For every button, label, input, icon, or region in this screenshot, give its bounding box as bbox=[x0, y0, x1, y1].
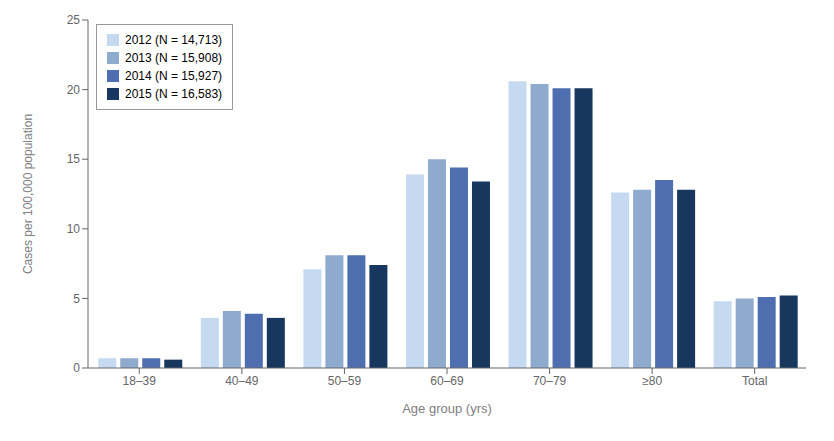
svg-text:Total: Total bbox=[742, 374, 767, 388]
svg-text:10: 10 bbox=[67, 222, 81, 236]
svg-text:15: 15 bbox=[67, 152, 81, 166]
svg-text:25: 25 bbox=[67, 13, 81, 27]
svg-text:5: 5 bbox=[73, 292, 80, 306]
svg-text:50–59: 50–59 bbox=[328, 374, 362, 388]
svg-text:60–69: 60–69 bbox=[430, 374, 464, 388]
svg-text:Age group (yrs): Age group (yrs) bbox=[402, 401, 492, 416]
svg-text:70–79: 70–79 bbox=[533, 374, 567, 388]
svg-text:0: 0 bbox=[73, 361, 80, 375]
svg-text:Cases per 100,000 population: Cases per 100,000 population bbox=[21, 114, 35, 274]
html-text:2013 (N = 15,908): 2013 (N = 15,908) bbox=[125, 51, 223, 65]
html-text:2014 (N = 15,927): 2014 (N = 15,927) bbox=[125, 69, 223, 83]
svg-text:≥80: ≥80 bbox=[642, 374, 662, 388]
html-text:2012 (N = 14,713): 2012 (N = 14,713) bbox=[125, 33, 223, 47]
svg-text:40–49: 40–49 bbox=[225, 374, 259, 388]
svg-text:18–39: 18–39 bbox=[123, 374, 157, 388]
html-text:2015 (N = 16,583): 2015 (N = 16,583) bbox=[125, 87, 223, 101]
svg-text:20: 20 bbox=[67, 83, 81, 97]
